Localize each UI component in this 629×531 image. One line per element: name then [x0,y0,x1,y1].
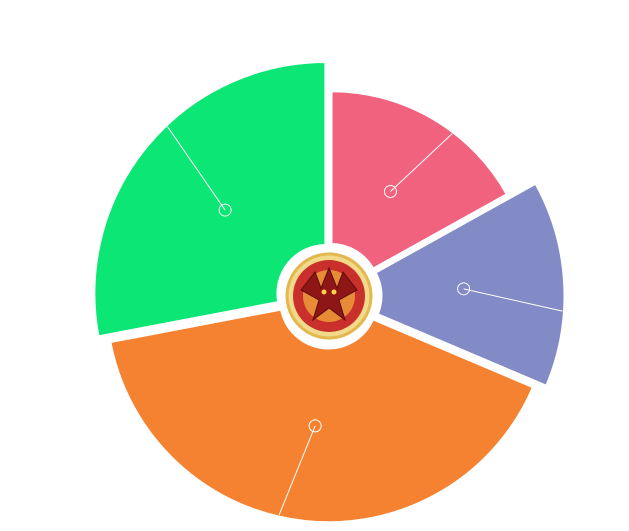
leader-dot [218,203,232,217]
leader-lines-group [167,126,563,516]
leader-line [390,133,453,192]
leader-line [278,425,316,516]
leader-dot [308,419,322,433]
center-emblem [281,248,377,344]
leader-dot [457,282,471,296]
dragon-icon [300,266,358,322]
dragon-eye-left [321,289,327,295]
leader-line [167,126,226,211]
pie-slice[interactable] [92,59,328,339]
pie-slice[interactable] [372,180,567,389]
leader-line [463,288,563,312]
pie-slice[interactable] [329,89,510,272]
dragon-eye-right [331,289,337,295]
slices-group [92,59,567,525]
pie-slice[interactable] [108,307,536,525]
leader-dot [383,185,397,199]
